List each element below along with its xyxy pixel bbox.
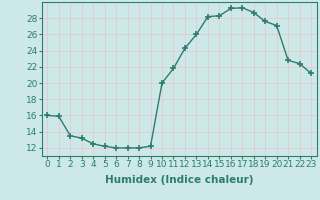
X-axis label: Humidex (Indice chaleur): Humidex (Indice chaleur) (105, 175, 253, 185)
